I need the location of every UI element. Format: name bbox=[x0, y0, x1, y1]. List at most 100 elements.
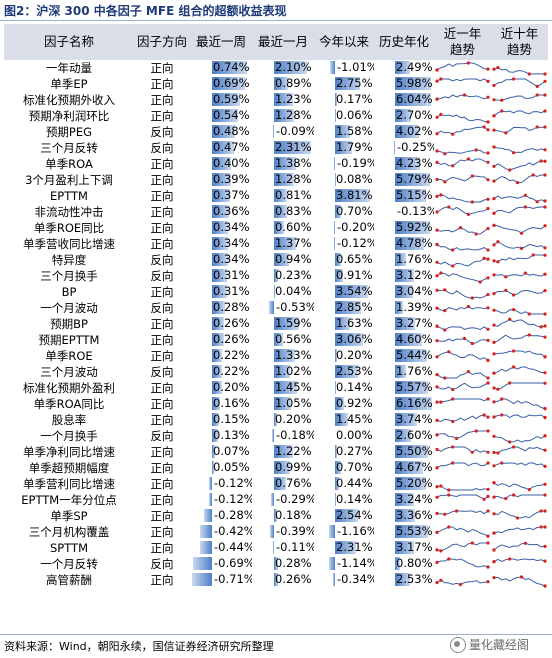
sparkline-point bbox=[455, 508, 459, 513]
value-label: 0.27% bbox=[336, 444, 373, 459]
factor-direction: 反向 bbox=[150, 141, 174, 155]
value-label: -0.69% bbox=[214, 556, 252, 571]
table-row: BP 正向 0.31% 0.04% 3.54% 3.04% bbox=[4, 284, 548, 300]
sparkline-point bbox=[439, 112, 443, 116]
trend-1y bbox=[434, 108, 491, 124]
trend-10y bbox=[491, 540, 548, 556]
value-label: 1.28% bbox=[275, 108, 312, 123]
table-row: 预期PEG 反向 0.48% -0.09% 1.58% 4.02% bbox=[4, 124, 548, 140]
sparkline-point bbox=[435, 447, 439, 451]
value-bar bbox=[274, 141, 311, 155]
trend-10y bbox=[491, 428, 548, 444]
sparkline-point bbox=[531, 252, 535, 257]
cell-week: 0.40% bbox=[190, 156, 252, 172]
table-row: 三个月反转 反向 0.47% 2.31% 1.79% -0.25% bbox=[4, 140, 548, 156]
value-label: 0.34% bbox=[213, 220, 250, 235]
cell-month: -0.53% bbox=[252, 300, 314, 316]
factor-name: 一个月反转 bbox=[40, 557, 98, 571]
trend-10y bbox=[491, 124, 548, 140]
cell-ytd: -1.14% bbox=[314, 556, 374, 572]
value-bar bbox=[395, 125, 419, 139]
factor-name: 单季净利同比增速 bbox=[23, 445, 115, 459]
value-label: 0.37% bbox=[213, 188, 250, 203]
cell-ytd: 0.00% bbox=[314, 428, 374, 444]
factor-direction: 正向 bbox=[150, 381, 174, 395]
sparkline-point bbox=[470, 341, 474, 345]
value-bar bbox=[395, 413, 418, 427]
sparkline-point bbox=[478, 279, 482, 284]
cell-ytd: 0.14% bbox=[314, 380, 374, 396]
sparkline-point bbox=[535, 124, 539, 129]
sparkline-point bbox=[492, 113, 496, 117]
cell-ytd: 0.06% bbox=[314, 108, 374, 124]
sparkline bbox=[492, 508, 547, 520]
cell-annual: 3.17% bbox=[374, 540, 434, 556]
sparkline-point bbox=[504, 288, 508, 292]
value-bar bbox=[395, 237, 424, 251]
cell-annual: 4.67% bbox=[374, 460, 434, 476]
value-bar bbox=[395, 93, 432, 107]
sparkline-point bbox=[486, 415, 490, 419]
sparkline-point bbox=[543, 79, 547, 83]
trend-10y bbox=[491, 220, 548, 236]
value-label: 0.99% bbox=[275, 460, 312, 475]
sparkline-point bbox=[474, 231, 478, 236]
factor-name: 单季ROA同比 bbox=[33, 397, 105, 411]
header-ytd: 今年以来 bbox=[314, 24, 374, 60]
value-bar bbox=[395, 397, 432, 411]
value-bar bbox=[395, 541, 414, 555]
trend-10y bbox=[491, 348, 548, 364]
sparkline-point bbox=[527, 332, 531, 337]
sparkline-point bbox=[543, 198, 547, 203]
factor-direction: 正向 bbox=[150, 221, 174, 235]
value-bar bbox=[328, 525, 335, 539]
value-label: -1.16% bbox=[337, 524, 374, 539]
value-label: 0.94% bbox=[275, 252, 312, 267]
sparkline bbox=[435, 173, 490, 183]
sparkline bbox=[492, 348, 547, 358]
value-label: 5.98% bbox=[396, 76, 433, 91]
value-bar bbox=[274, 189, 287, 203]
value-label: 0.07% bbox=[213, 444, 250, 459]
sparkline-point bbox=[435, 67, 439, 72]
factor-direction: 反向 bbox=[150, 125, 174, 139]
cell-annual: 3.04% bbox=[374, 284, 434, 300]
sparkline-point bbox=[435, 131, 439, 135]
trend-10y bbox=[491, 92, 548, 108]
value-label: -0.19% bbox=[337, 156, 374, 171]
cell-week: 0.47% bbox=[190, 140, 252, 156]
sparkline-point bbox=[439, 400, 443, 404]
sparkline-point bbox=[492, 308, 496, 312]
sparkline bbox=[492, 492, 547, 500]
sparkline-point bbox=[492, 223, 496, 227]
value-label: 0.04% bbox=[275, 284, 312, 299]
value-bar bbox=[335, 333, 364, 347]
value-bar bbox=[212, 61, 248, 75]
sparkline bbox=[435, 92, 490, 101]
cell-ytd: 2.53% bbox=[314, 364, 374, 380]
sparkline-path bbox=[493, 272, 546, 277]
value-label: 1.39% bbox=[396, 300, 433, 315]
value-bar bbox=[204, 509, 212, 523]
value-bar bbox=[395, 61, 410, 75]
sparkline-point bbox=[492, 83, 496, 87]
value-bar bbox=[274, 77, 289, 91]
cell-month: 0.18% bbox=[252, 508, 314, 524]
factor-direction: 正向 bbox=[150, 189, 174, 203]
sparkline-point bbox=[435, 384, 439, 388]
sparkline-point bbox=[466, 212, 470, 216]
header-week: 最近一周 bbox=[190, 24, 252, 60]
trend-1y bbox=[434, 92, 491, 108]
cell-ytd: 2.75% bbox=[314, 76, 374, 92]
value-bar bbox=[212, 93, 241, 107]
value-bar bbox=[212, 125, 235, 139]
cell-month: 0.76% bbox=[252, 476, 314, 492]
sparkline-path bbox=[436, 382, 489, 390]
value-label: 0.59% bbox=[213, 92, 250, 107]
value-bar bbox=[395, 77, 431, 91]
sparkline bbox=[492, 380, 547, 391]
cell-annual: 3.74% bbox=[374, 412, 434, 428]
sparkline-point bbox=[482, 412, 486, 417]
trend-10y bbox=[491, 332, 548, 348]
value-bar bbox=[274, 445, 294, 459]
